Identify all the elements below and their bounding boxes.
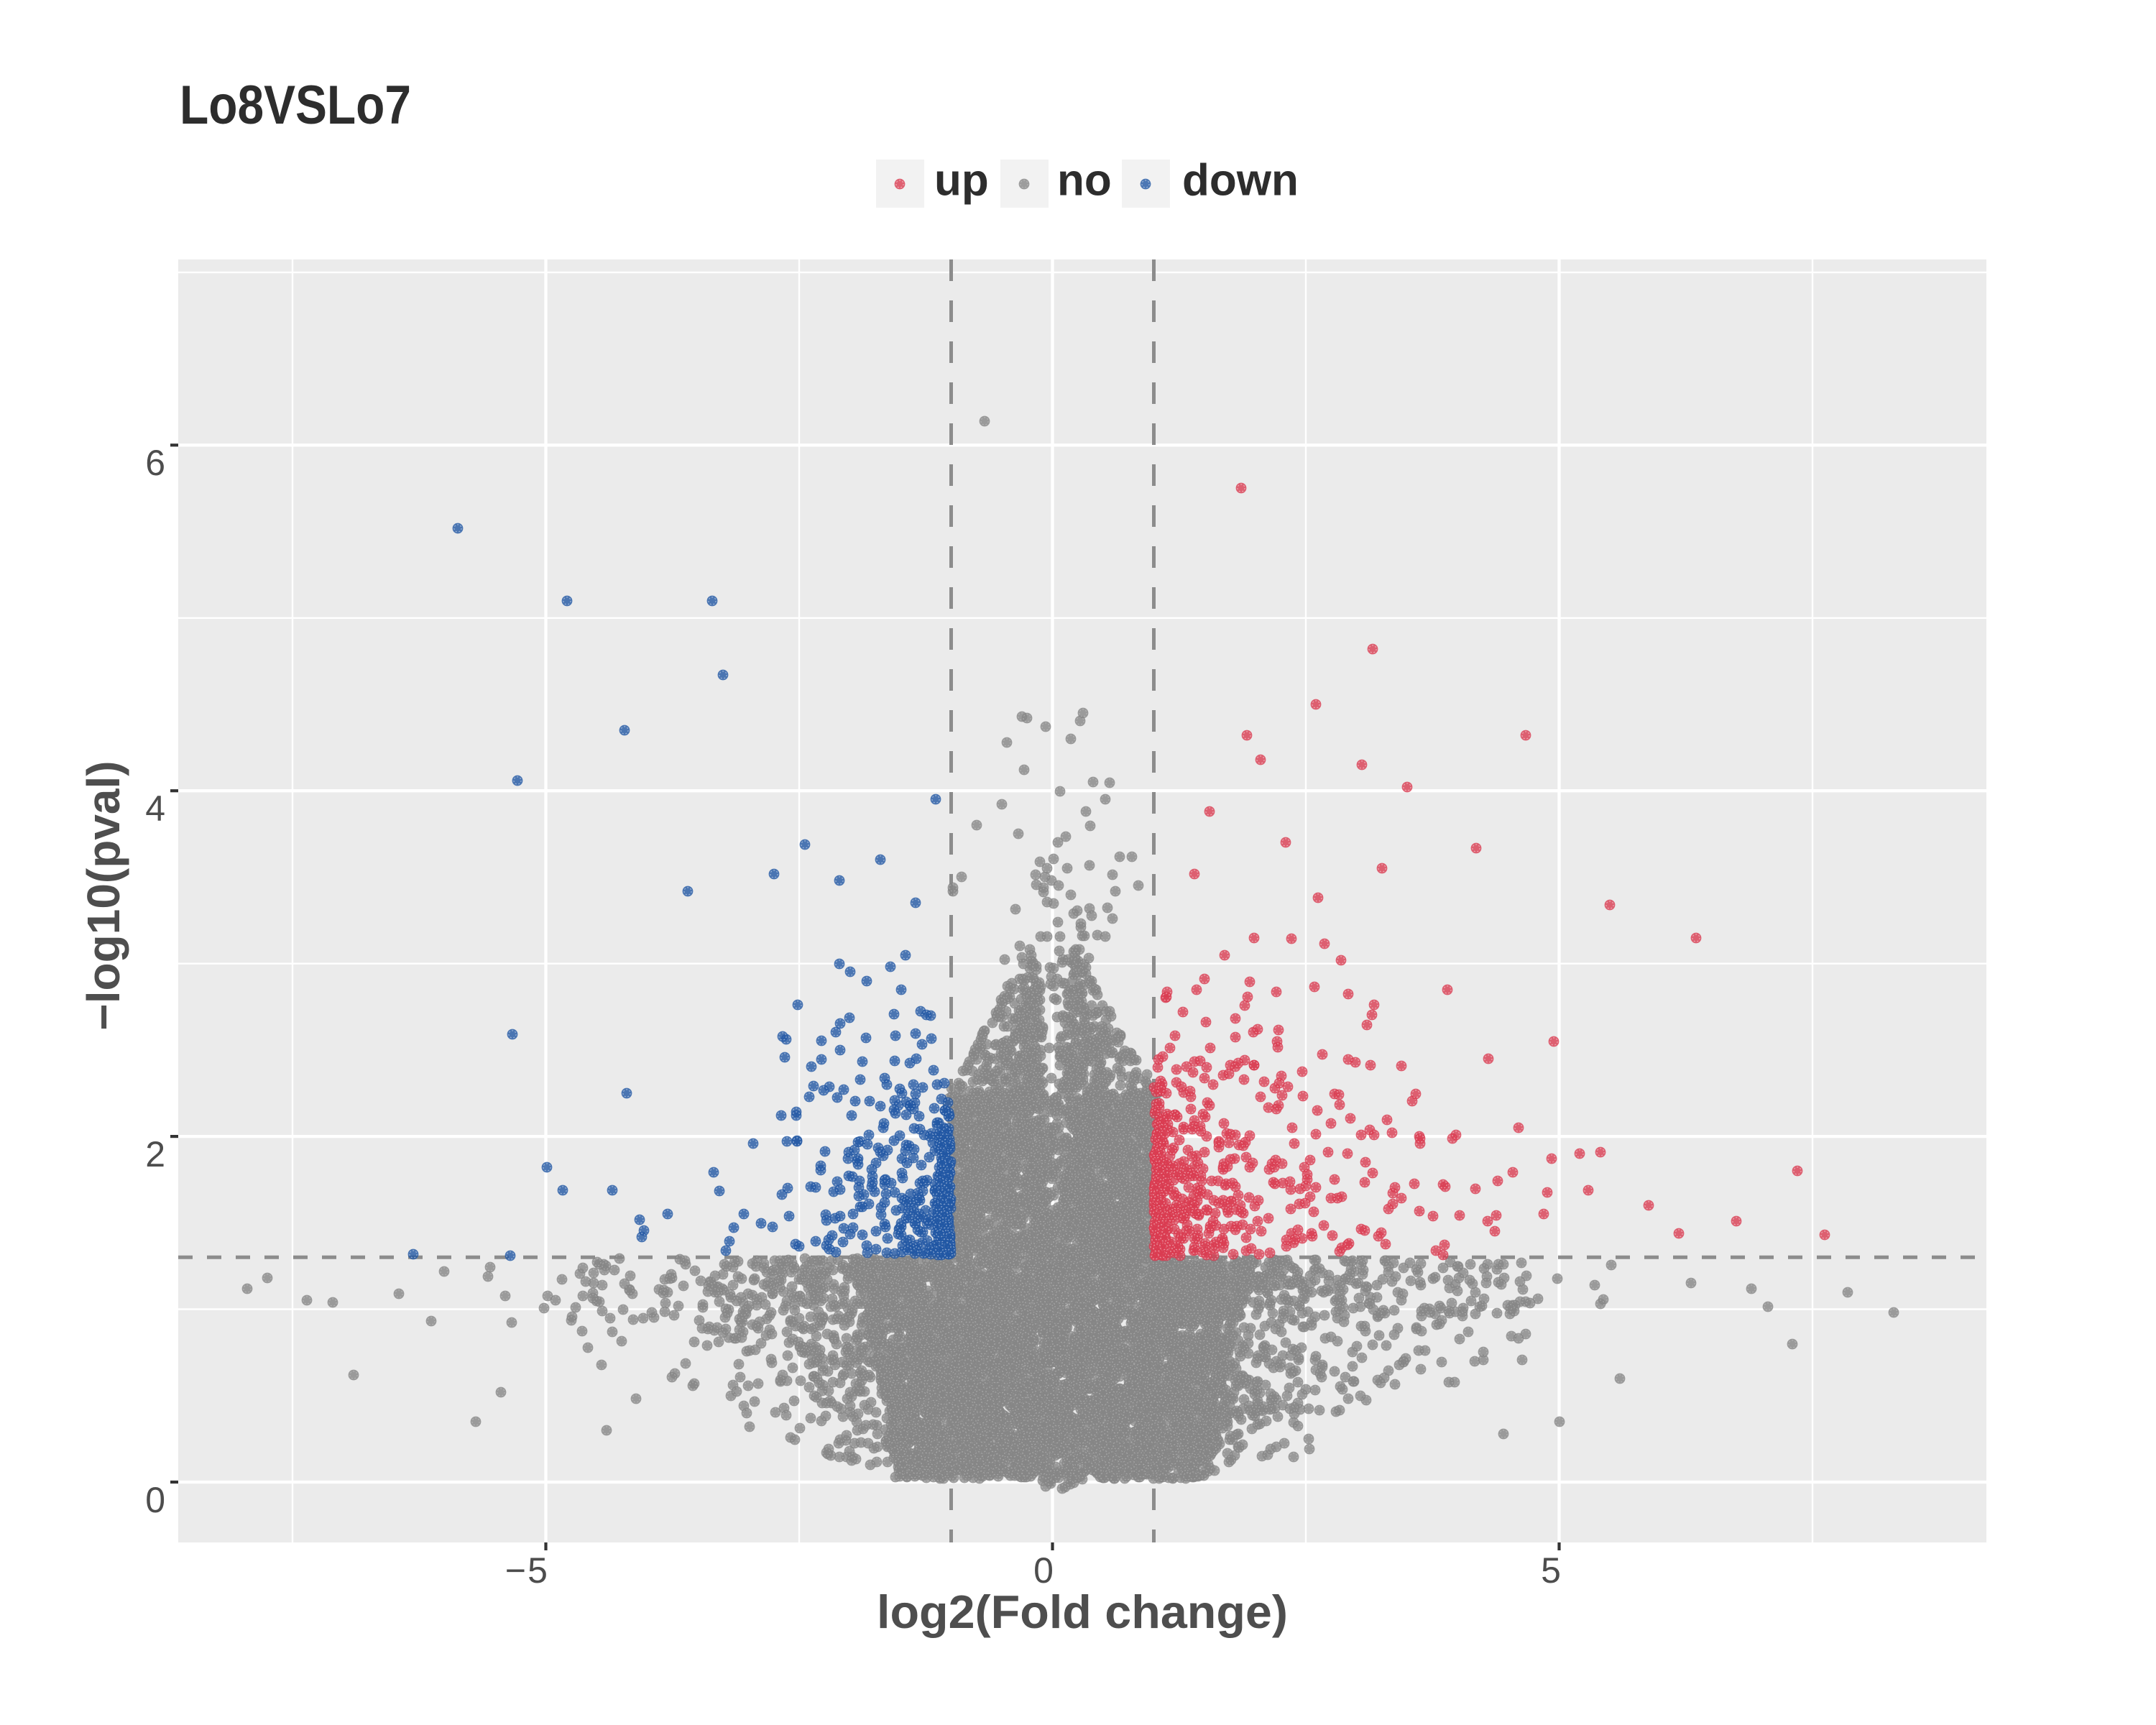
svg-text:−log10(pval): −log10(pval) <box>78 760 129 1030</box>
svg-text:no: no <box>1057 156 1112 206</box>
svg-text:0: 0 <box>1033 1550 1054 1591</box>
svg-text:5: 5 <box>1541 1550 1561 1591</box>
svg-text:Lo8VSLo7: Lo8VSLo7 <box>180 75 411 136</box>
svg-text:0: 0 <box>145 1480 165 1520</box>
svg-text:down: down <box>1182 156 1299 206</box>
svg-text:4: 4 <box>145 788 165 829</box>
svg-text:log2(Fold change): log2(Fold change) <box>877 1586 1288 1638</box>
svg-text:5: 5 <box>528 1550 548 1591</box>
svg-text:6: 6 <box>145 443 165 483</box>
svg-text:−: − <box>505 1550 526 1591</box>
svg-text:2: 2 <box>145 1134 165 1174</box>
svg-text:up: up <box>934 156 989 206</box>
